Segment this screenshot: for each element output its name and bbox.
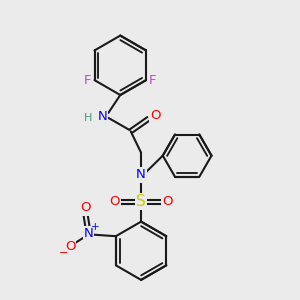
Text: N: N — [136, 169, 146, 182]
Text: N: N — [98, 110, 107, 123]
Text: O: O — [65, 240, 75, 253]
Text: F: F — [84, 74, 92, 87]
Text: −: − — [59, 248, 68, 258]
Text: S: S — [136, 194, 146, 209]
Text: O: O — [110, 195, 120, 208]
Text: N: N — [84, 227, 93, 240]
Text: O: O — [150, 109, 160, 122]
Text: O: O — [80, 202, 91, 214]
Text: +: + — [91, 222, 99, 232]
Text: O: O — [162, 195, 172, 208]
Text: F: F — [149, 74, 156, 87]
Text: H: H — [83, 113, 92, 123]
